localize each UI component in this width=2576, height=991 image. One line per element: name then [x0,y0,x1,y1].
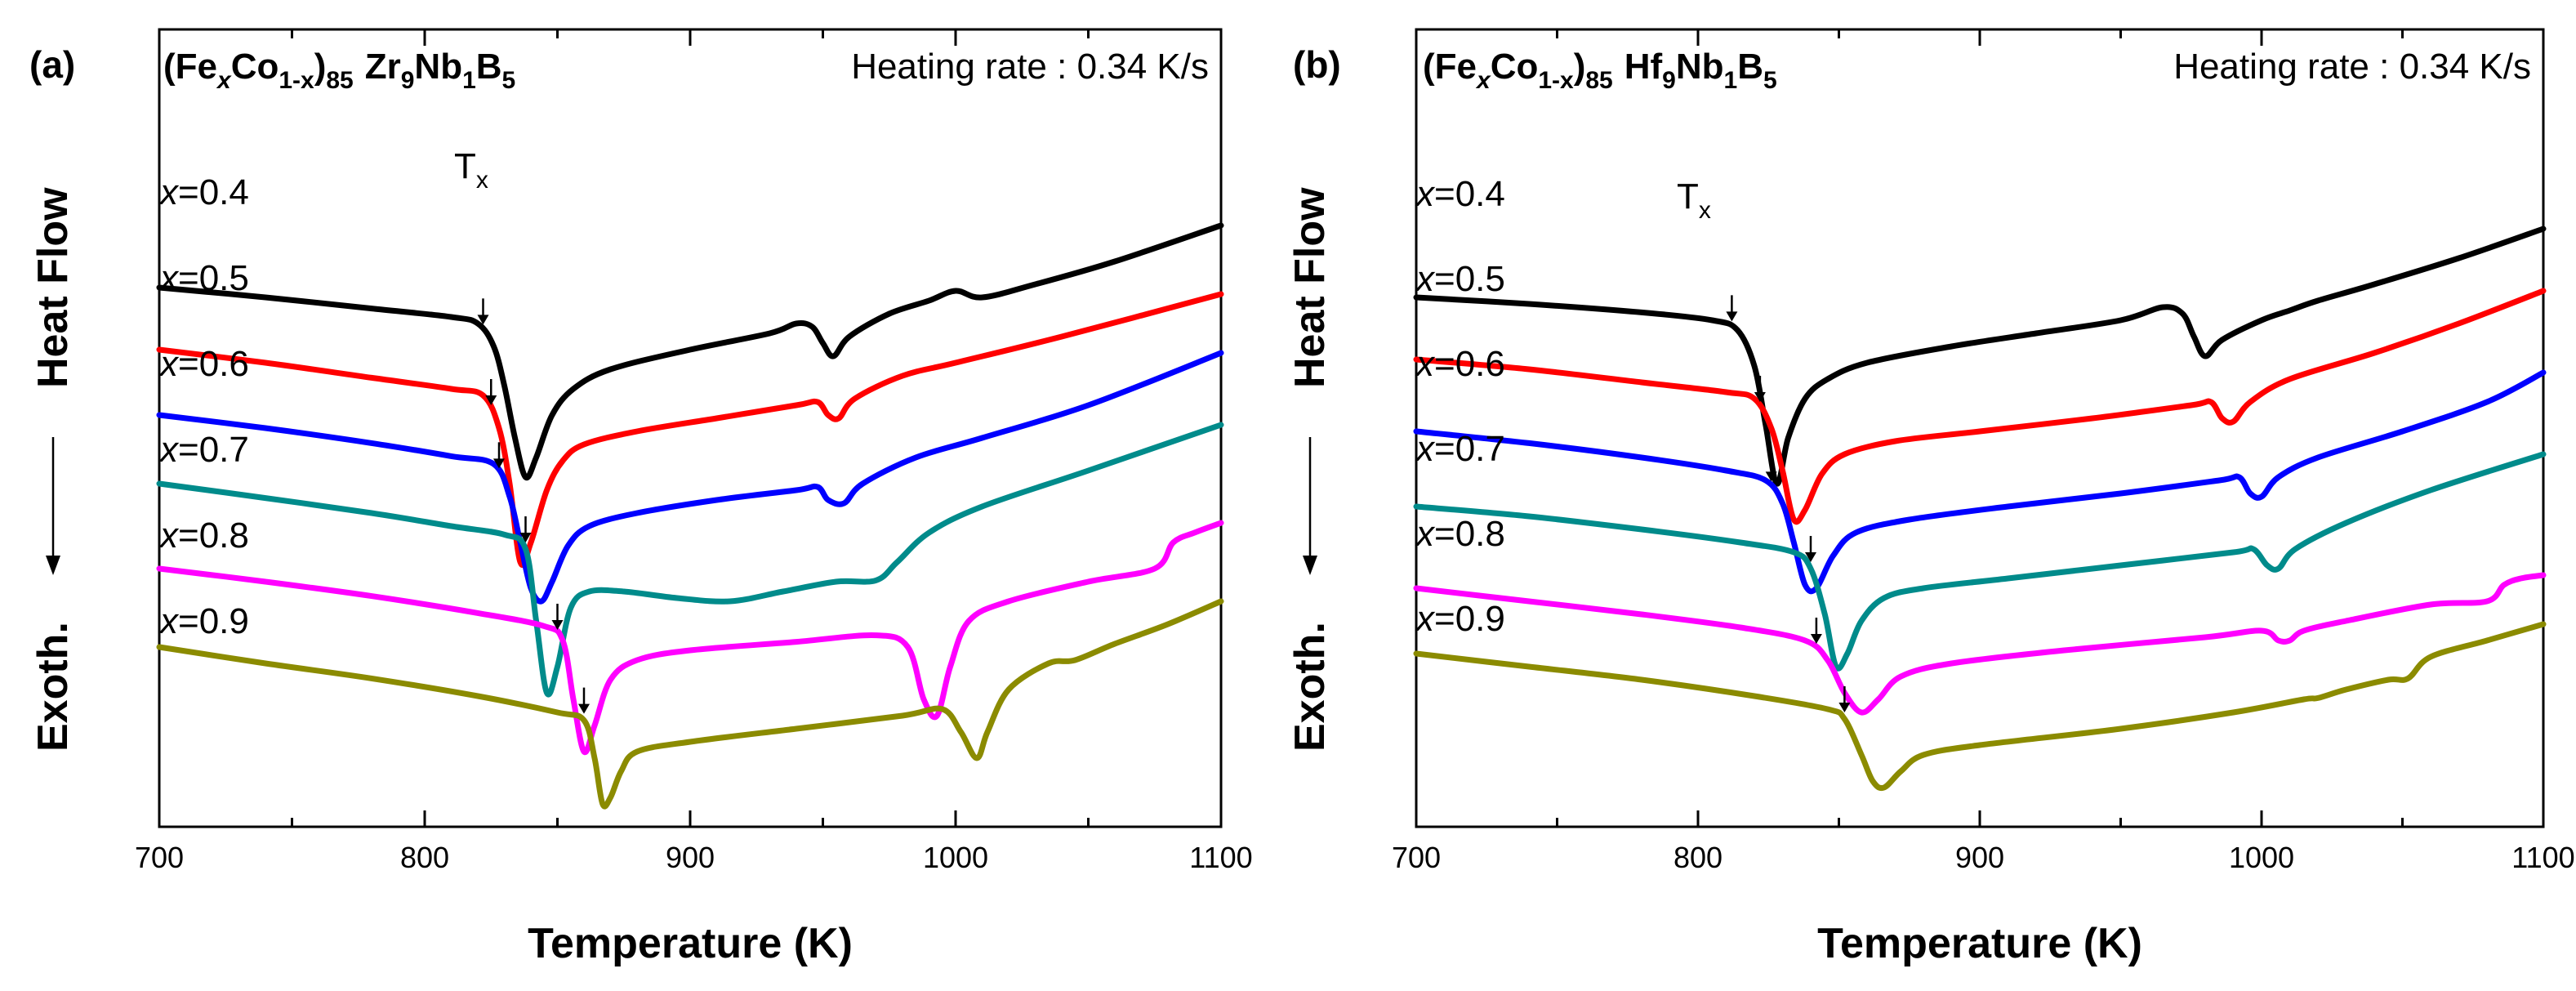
ylabel-bottom: Exoth. [29,622,77,752]
panel-b: (b) (FexCo1-x)85 Hf9Nb1B5 Heating rate : … [1288,0,2576,991]
plot-area [158,28,1223,828]
plot-frame [1415,28,2545,828]
tx-arrow-head [1838,703,1851,712]
series-label: x=0.8 [1415,514,1505,554]
x-tick-label: 700 [1392,841,1441,874]
series-line-04 [156,222,1224,481]
tx-arrow-head [485,395,497,405]
x-tick-label: 900 [1955,841,2004,874]
series-line-09 [156,598,1224,810]
tx-arrow-head [1810,634,1822,644]
compound-title: (FexCo1-x)85 Zr9Nb1B5 [163,47,515,94]
panel-a: (a) (FexCo1-x)85 Zr9Nb1B5 Heating rate : … [29,28,1253,967]
tx-arrow-head [1805,552,1816,562]
series-label: x=0.7 [1415,429,1505,469]
xlabel: Temperature (K) [528,920,853,967]
series-line-08 [1413,572,2547,716]
ylabel-top: Heat Flow [1288,187,1334,388]
series-line-05 [1413,288,2547,525]
series-line-08 [156,520,1224,756]
series-line-05 [156,291,1224,568]
series-label: x=0.4 [158,172,249,212]
series-label: x=0.6 [158,344,249,384]
tx-label: Tx [1677,176,1711,224]
heating-rate-annotation: Heating rate : 0.34 K/s [851,47,1209,87]
tx-arrow-head [578,703,590,714]
tx-arrow-head [551,619,564,630]
tx-arrow-head [477,315,489,325]
series-group: x=0.4 x=0.5 x=0.6 x=0.7 x=0.8 x=0.9 [156,172,1224,810]
tx-arrow-head [1754,392,1766,402]
panel-label: (a) [29,43,75,86]
series-label: x=0.5 [1415,259,1505,299]
series-line-06 [1413,369,2547,595]
series-label: x=0.4 [1415,174,1505,214]
exotherm-arrow-head [1303,556,1317,575]
series-line-04 [1413,225,2547,487]
series-label: x=0.9 [158,601,249,641]
tx-arrow-head [519,533,532,542]
tx-arrow-head [1765,471,1777,482]
series-label: x=0.9 [1415,599,1505,639]
xlabel: Temperature (K) [1817,920,2142,967]
x-axis: 700 800 900 1000 1100 [1392,29,2575,874]
plot-frame [158,28,1223,828]
tx-label: Tx [454,146,488,194]
series-line-07 [1413,451,2547,672]
x-tick-label: 800 [1674,841,1723,874]
series-line-06 [156,350,1224,605]
x-tick-label: 1100 [1189,841,1252,874]
x-tick-label: 1000 [923,841,988,874]
heating-rate-annotation: Heating rate : 0.34 K/s [2173,47,2531,87]
ylabel-bottom: Exoth. [1288,622,1334,752]
exotherm-arrow-head [46,556,60,575]
x-tick-label: 1100 [2511,841,2574,874]
series-group: x=0.4 x=0.5 x=0.6 x=0.7 x=0.8 x=0.9 [1413,174,2547,792]
x-tick-label: 900 [666,841,715,874]
chart-b: (b) (FexCo1-x)85 Hf9Nb1B5 Heating rate : … [1288,28,2575,967]
ylabel-top: Heat Flow [29,187,77,388]
series-label: x=0.7 [158,430,249,470]
x-tick-label: 800 [400,841,449,874]
x-axis: 700 800 900 1000 1100 [135,29,1253,874]
compound-title: (FexCo1-x)85 Hf9Nb1B5 [1423,47,1777,94]
panel-label: (b) [1293,43,1341,86]
x-tick-label: 700 [135,841,184,874]
series-line-09 [1413,621,2547,792]
series-label: x=0.6 [1415,344,1505,384]
tx-arrow-head [1726,311,1738,322]
series-label: x=0.5 [158,258,249,298]
plot-area [1415,28,2545,828]
x-tick-label: 1000 [2229,841,2294,874]
series-label: x=0.8 [158,516,249,556]
series-line-07 [156,422,1224,698]
chart-a: (a) (FexCo1-x)85 Zr9Nb1B5 Heating rate : … [29,28,1253,967]
tx-arrow-head [493,458,505,469]
